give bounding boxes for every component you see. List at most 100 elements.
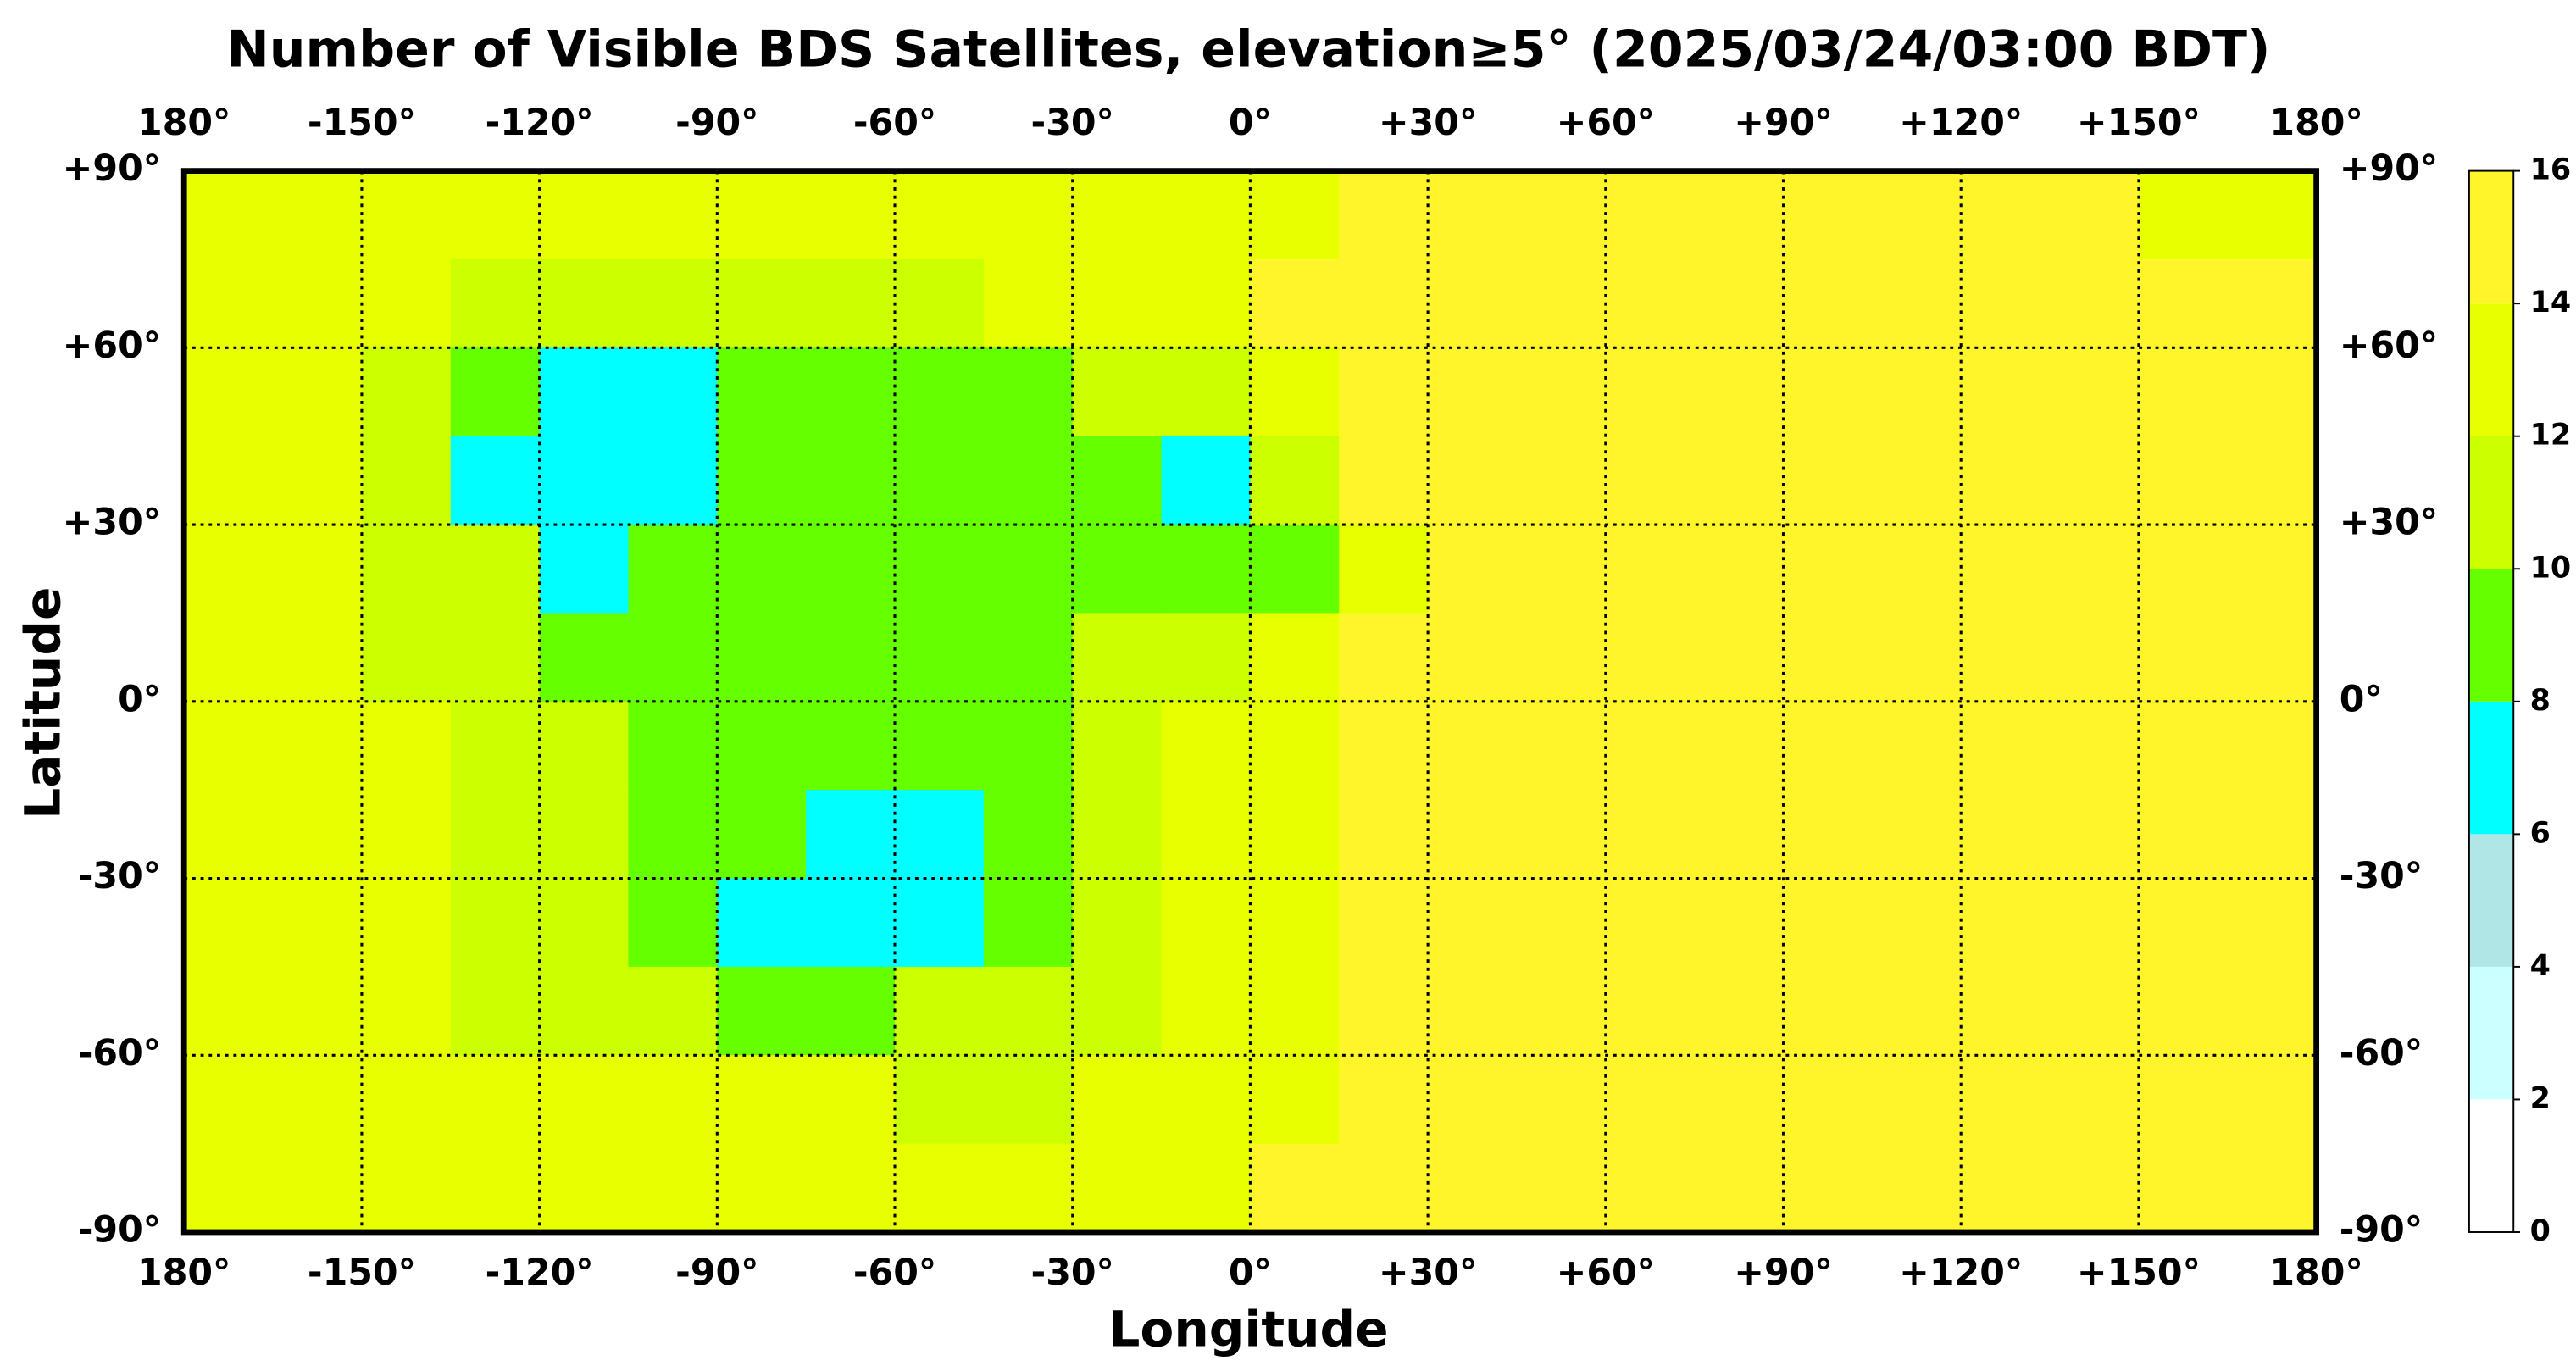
heat-cell <box>983 170 1074 260</box>
heat-cell <box>806 1143 896 1233</box>
heat-cell <box>450 347 541 437</box>
heat-cell <box>539 347 630 437</box>
y-tick-label: +30° <box>63 502 161 544</box>
heat-cell <box>2050 170 2140 260</box>
heat-cell <box>450 1143 541 1233</box>
heat-cell <box>895 1143 985 1233</box>
heat-cell <box>1605 525 1696 614</box>
heat-cell <box>450 790 541 880</box>
heat-cell <box>1072 1143 1163 1233</box>
heat-cell <box>1783 525 1874 614</box>
heat-cell <box>539 966 630 1057</box>
heat-cell <box>450 170 541 260</box>
heat-cell <box>983 790 1074 880</box>
heat-cell <box>717 258 808 349</box>
heat-cell <box>1339 966 1430 1057</box>
heat-cell <box>273 613 363 702</box>
heat-cell <box>1339 1055 1430 1145</box>
heat-cell <box>895 170 985 260</box>
heat-cell <box>1783 258 1874 349</box>
heat-cell <box>628 1143 719 1233</box>
heat-cell <box>539 170 630 260</box>
heat-cell <box>1339 525 1430 614</box>
heat-cell <box>806 170 896 260</box>
heat-cell <box>1250 1143 1341 1233</box>
heat-cell <box>1872 878 1963 968</box>
heat-cell <box>1161 701 1252 791</box>
colorbar-swatch <box>2468 834 2514 967</box>
heat-cell <box>1783 170 1874 260</box>
heat-cell <box>895 878 985 968</box>
heat-cell <box>1961 525 2051 614</box>
heat-cell <box>450 258 541 349</box>
heat-cell <box>1072 613 1163 702</box>
heat-cell <box>1161 1055 1252 1145</box>
y-tick-label: +90° <box>63 147 161 190</box>
heat-cell <box>1872 701 1963 791</box>
heat-cell <box>806 613 896 702</box>
x-tick-label: +120° <box>1899 1252 2023 1294</box>
heat-cell <box>1605 1143 1696 1233</box>
heat-cell <box>1516 525 1607 614</box>
heat-cell <box>1961 613 2051 702</box>
colorbar-tick-label: 2 <box>2530 1081 2551 1115</box>
heat-cell <box>1694 613 1785 702</box>
heat-cell <box>628 258 719 349</box>
heat-cell <box>1783 701 1874 791</box>
heat-cell <box>184 436 275 526</box>
heat-cell <box>450 436 541 526</box>
x-tick-label-top: +150° <box>2077 102 2201 144</box>
heat-cell <box>184 1143 275 1233</box>
heat-cell <box>273 966 363 1057</box>
heat-cell <box>184 966 275 1057</box>
colorbar-tick-label: 8 <box>2530 684 2551 718</box>
heat-cell <box>717 1143 808 1233</box>
heat-cell <box>983 613 1074 702</box>
heat-cell <box>184 878 275 968</box>
heat-cell <box>806 347 896 437</box>
heat-cell <box>2227 436 2318 526</box>
heat-cell <box>1250 258 1341 349</box>
colorbar-tick-label: 10 <box>2530 551 2572 585</box>
heat-cell <box>1250 525 1341 614</box>
heat-cell <box>806 701 896 791</box>
heat-cell <box>1872 1143 1963 1233</box>
colorbar-tick-label: 16 <box>2530 153 2572 187</box>
x-tick-label: -150° <box>308 1252 416 1294</box>
heat-cell <box>806 436 896 526</box>
y-tick-label-right: -90° <box>2340 1208 2423 1251</box>
heat-cell <box>895 525 985 614</box>
heat-cell <box>1428 1143 1518 1233</box>
heat-cell <box>1872 436 1963 526</box>
heat-cell <box>184 613 275 702</box>
heat-cell <box>1961 878 2051 968</box>
heat-cell <box>1961 1055 2051 1145</box>
colorbar-swatch <box>2468 436 2514 569</box>
x-tick-label: 0° <box>1229 1252 1272 1294</box>
heat-cell <box>2050 878 2140 968</box>
heat-cell <box>361 1143 452 1233</box>
heat-cell <box>273 436 363 526</box>
heat-cell <box>1694 525 1785 614</box>
heat-cell <box>1694 878 1785 968</box>
heat-cell <box>2138 878 2229 968</box>
colorbar-swatch <box>2468 1099 2514 1232</box>
heat-cell <box>450 1055 541 1145</box>
y-tick-label: -90° <box>78 1208 161 1251</box>
heat-cell <box>1161 878 1252 968</box>
heat-cell <box>628 1055 719 1145</box>
x-tick-label-top: 0° <box>1229 102 1272 144</box>
heat-cell <box>717 347 808 437</box>
heat-cell <box>2050 966 2140 1057</box>
heat-cell <box>361 436 452 526</box>
plot-frame <box>180 168 2319 1236</box>
heat-cell <box>450 613 541 702</box>
heat-cell <box>1516 701 1607 791</box>
x-tick-label: 180° <box>2269 1252 2362 1294</box>
y-tick-label: 0° <box>118 678 161 720</box>
heat-cell <box>539 436 630 526</box>
heat-cell <box>895 436 985 526</box>
heat-cell <box>717 525 808 614</box>
heat-cell <box>1161 436 1252 526</box>
heat-cell <box>628 966 719 1057</box>
